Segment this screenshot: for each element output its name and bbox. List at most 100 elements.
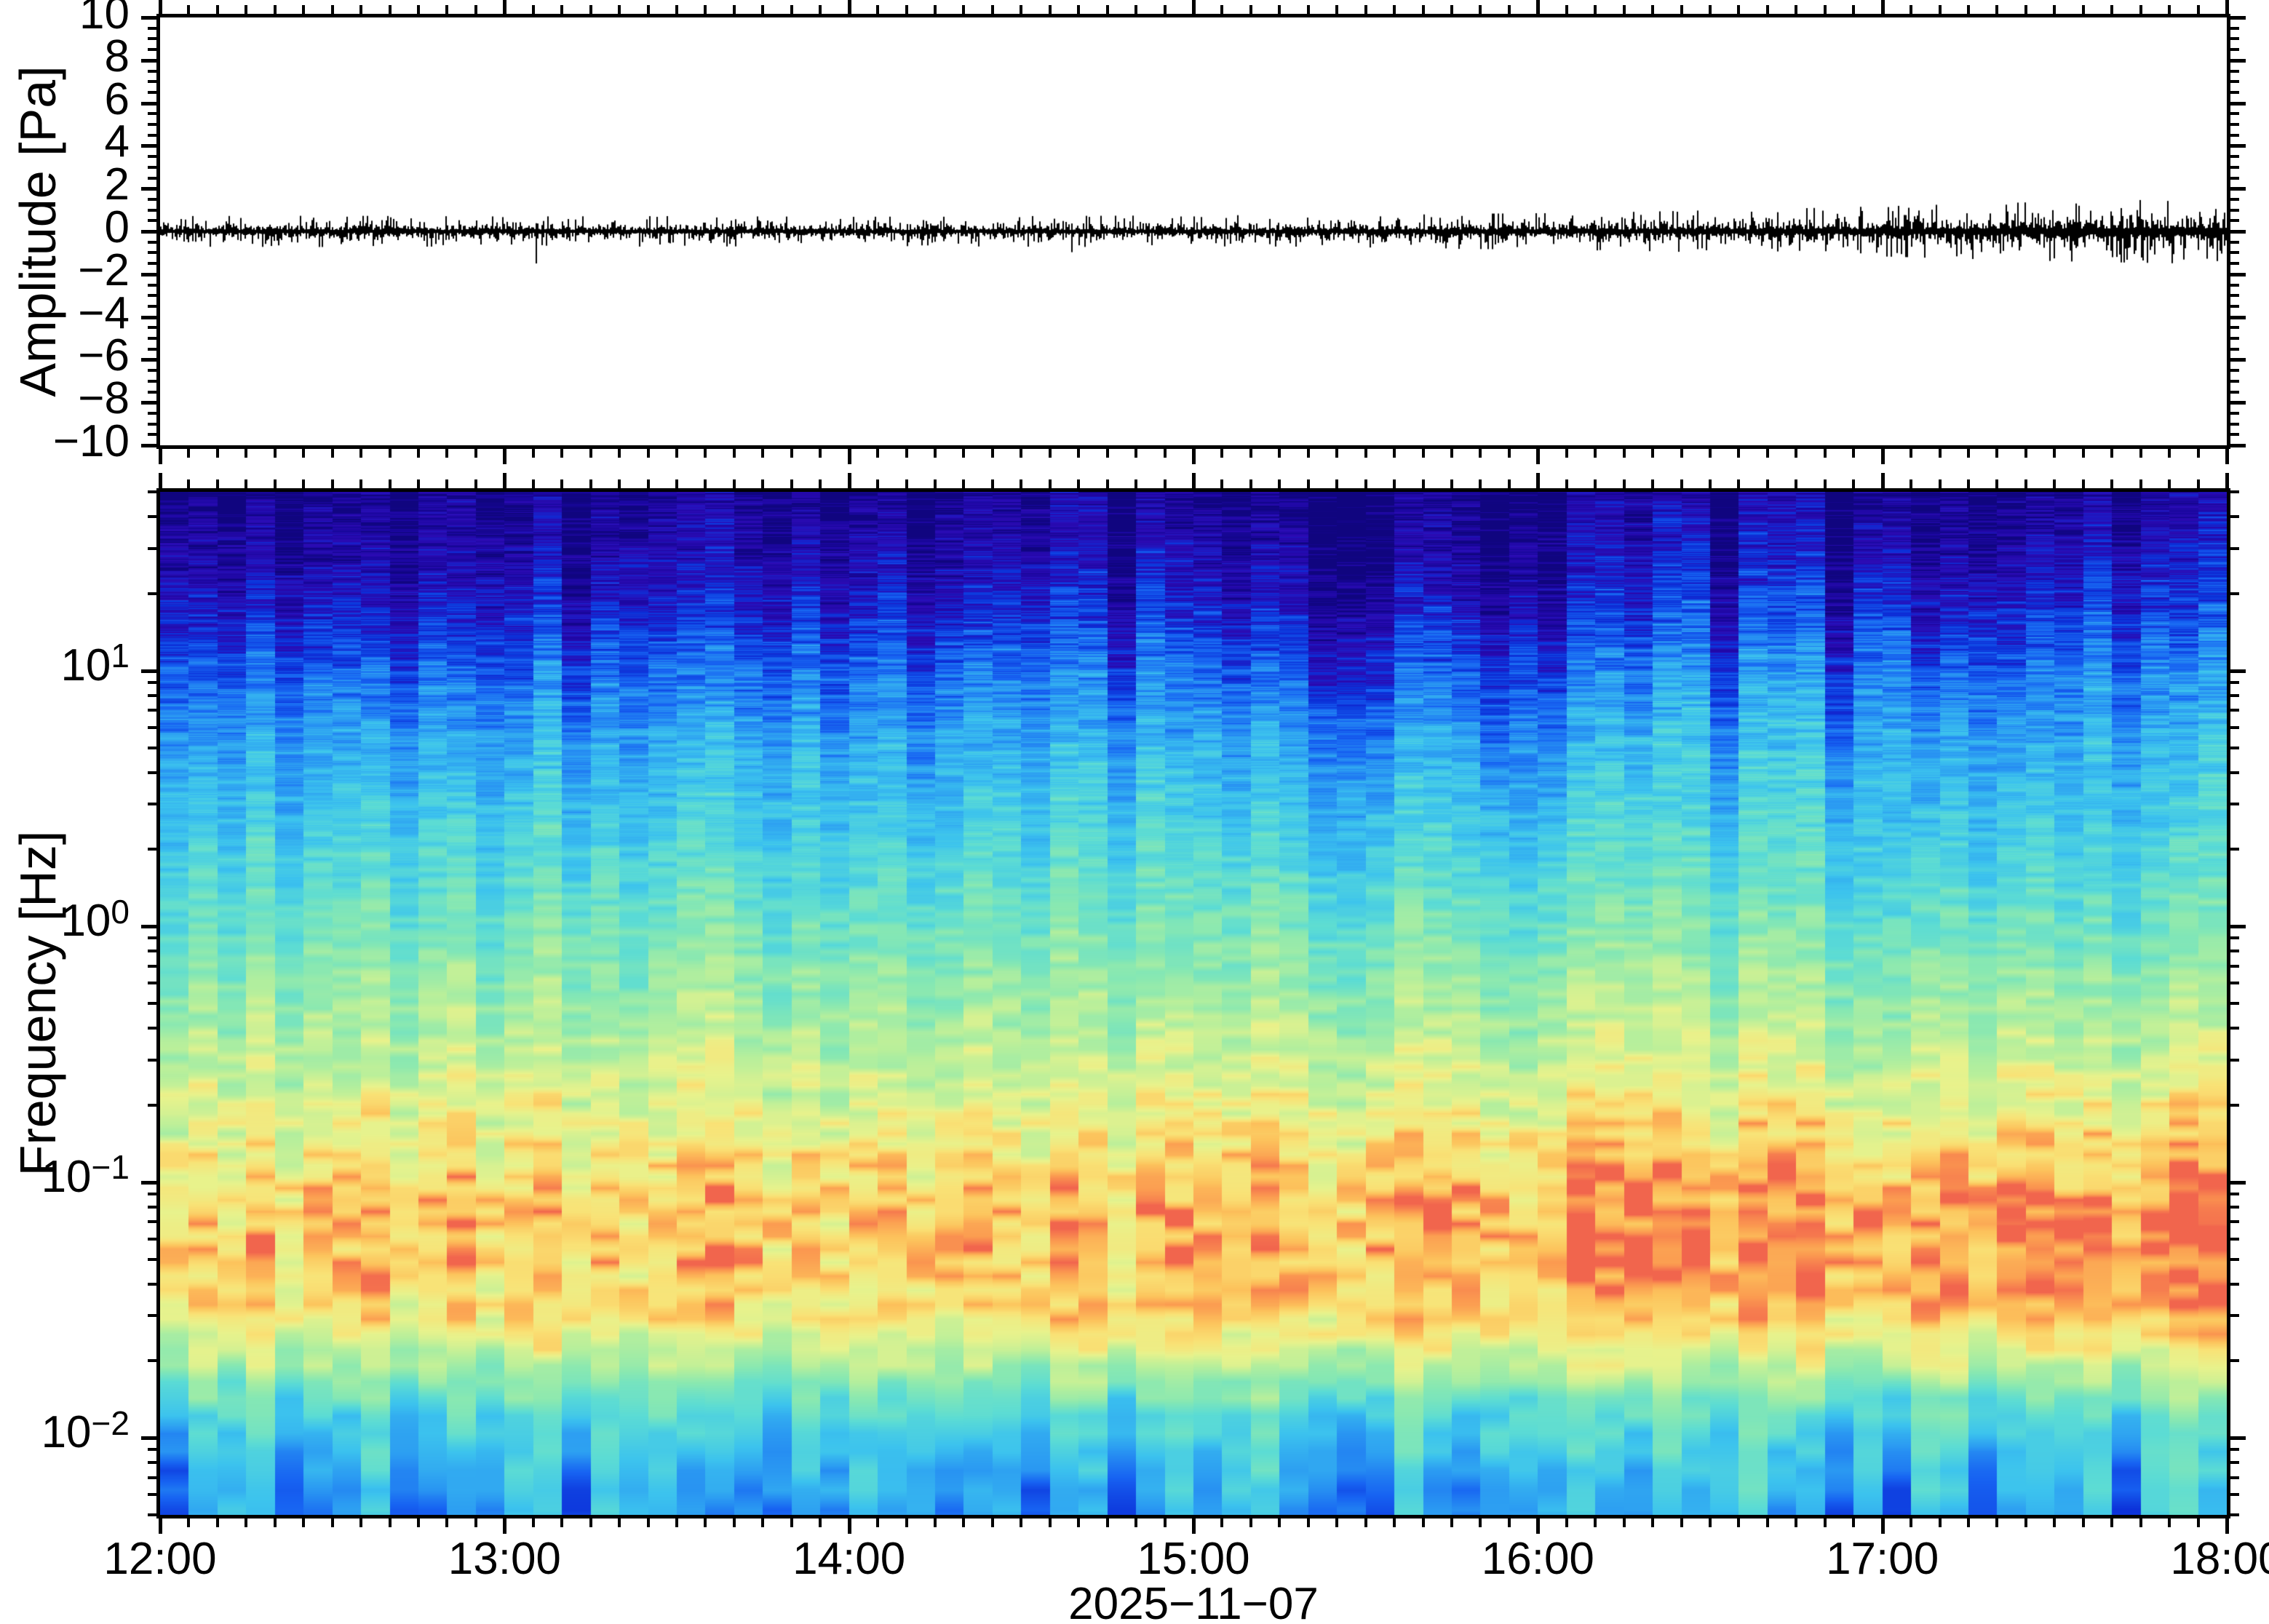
tick-mark xyxy=(1594,1518,1597,1527)
tick-mark xyxy=(618,479,621,488)
tick-mark xyxy=(2230,709,2239,712)
tick-mark xyxy=(503,473,506,488)
tick-mark xyxy=(1335,479,1338,488)
tick-mark xyxy=(2230,423,2239,426)
tick-mark xyxy=(148,412,156,415)
tick-mark xyxy=(2053,5,2056,14)
tick-mark xyxy=(274,5,277,14)
frequency-axis-title: Frequency [Hz] xyxy=(9,830,66,1177)
tick-mark xyxy=(2139,1518,2142,1527)
tick-mark xyxy=(1795,5,1797,14)
tick-mark xyxy=(1623,479,1626,488)
tick-mark xyxy=(148,70,156,73)
tick-mark xyxy=(1077,479,1080,488)
x-axis-date-label: 2025−11−07 xyxy=(1068,1579,1319,1624)
amplitude-panel xyxy=(156,14,2230,449)
tick-mark xyxy=(331,449,334,458)
tick-mark xyxy=(1278,1518,1281,1527)
tick-mark xyxy=(148,37,156,40)
tick-mark xyxy=(1307,479,1310,488)
tick-mark xyxy=(148,294,156,297)
tick-mark xyxy=(790,479,793,488)
tick-mark xyxy=(1910,5,1912,14)
tick-mark xyxy=(417,449,420,458)
tick-mark xyxy=(2230,155,2239,158)
tick-mark xyxy=(1049,1518,1052,1527)
tick-mark xyxy=(1364,479,1367,488)
tick-mark xyxy=(2230,1193,2239,1195)
amplitude-tick-label: −10 xyxy=(52,416,130,466)
tick-mark xyxy=(1536,473,1540,488)
tick-mark xyxy=(148,262,156,265)
tick-mark xyxy=(159,473,162,488)
tick-mark xyxy=(148,27,156,30)
tick-mark xyxy=(148,112,156,115)
tick-mark xyxy=(2230,294,2239,297)
tick-mark xyxy=(1134,1518,1137,1527)
tick-mark xyxy=(148,48,156,51)
tick-mark xyxy=(733,449,736,458)
tick-mark xyxy=(1824,479,1827,488)
tick-mark xyxy=(1335,449,1338,458)
tick-mark xyxy=(2230,1493,2239,1496)
tick-mark xyxy=(2230,1238,2239,1241)
tick-mark xyxy=(819,479,822,488)
tick-mark xyxy=(474,449,477,458)
tick-mark xyxy=(2230,1059,2239,1062)
tick-mark xyxy=(1164,5,1167,14)
tick-mark xyxy=(1594,449,1597,458)
tick-mark xyxy=(1881,0,1885,14)
tick-mark xyxy=(2230,112,2239,115)
tick-mark xyxy=(1565,449,1568,458)
tick-mark xyxy=(1910,479,1912,488)
amplitude-tick-label: −8 xyxy=(78,373,130,424)
tick-mark xyxy=(2230,490,2239,493)
tick-mark xyxy=(2230,348,2239,351)
tick-mark xyxy=(1536,449,1540,464)
tick-mark xyxy=(1335,5,1338,14)
tick-mark xyxy=(148,982,156,984)
tick-mark xyxy=(2230,59,2246,63)
amplitude-axis-title: Amplitude [Pa] xyxy=(9,65,66,397)
tick-mark xyxy=(2024,5,2027,14)
tick-mark xyxy=(1479,449,1482,458)
tick-mark xyxy=(1680,5,1683,14)
tick-mark xyxy=(2110,449,2113,458)
tick-mark xyxy=(245,5,247,14)
tick-mark xyxy=(589,479,592,488)
time-tick-label: 14:00 xyxy=(792,1534,906,1584)
tick-mark xyxy=(2230,965,2239,968)
tick-mark xyxy=(187,449,190,458)
spectrogram-canvas xyxy=(160,492,2227,1515)
tick-mark xyxy=(905,449,908,458)
tick-mark xyxy=(417,5,420,14)
tick-mark xyxy=(1766,5,1769,14)
tick-mark xyxy=(2197,1518,2200,1527)
tick-mark xyxy=(1393,1518,1396,1527)
tick-mark xyxy=(1795,1518,1797,1527)
tick-mark xyxy=(445,449,448,458)
tick-mark xyxy=(1450,1518,1453,1527)
tick-mark xyxy=(141,16,156,20)
tick-mark xyxy=(1852,1518,1855,1527)
tick-mark xyxy=(1536,0,1540,14)
tick-mark xyxy=(2230,747,2239,749)
tick-mark xyxy=(2225,0,2229,14)
tick-mark xyxy=(2110,1518,2113,1527)
tick-mark xyxy=(618,1518,621,1527)
tick-mark xyxy=(148,209,156,212)
tick-mark xyxy=(1422,479,1425,488)
tick-mark xyxy=(2230,848,2239,851)
tick-mark xyxy=(962,5,965,14)
tick-mark xyxy=(2230,219,2239,222)
tick-mark xyxy=(761,479,764,488)
tick-mark xyxy=(245,1518,247,1527)
tick-mark xyxy=(148,1206,156,1209)
tick-mark xyxy=(2230,37,2239,40)
amplitude-tick-label: −4 xyxy=(78,287,130,338)
tick-mark xyxy=(1164,449,1167,458)
tick-mark xyxy=(1766,479,1769,488)
tick-mark xyxy=(148,380,156,383)
tick-mark xyxy=(2230,1436,2246,1440)
tick-mark xyxy=(141,144,156,148)
